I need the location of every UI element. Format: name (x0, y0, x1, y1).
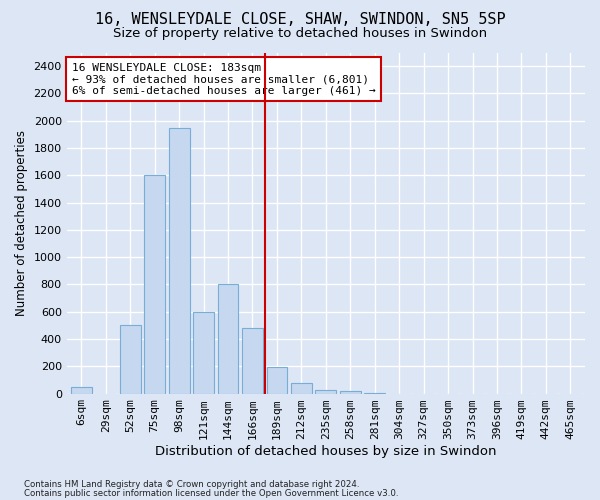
Bar (291, 382, 312, 394)
Text: 16, WENSLEYDALE CLOSE, SHAW, SWINDON, SN5 5SP: 16, WENSLEYDALE CLOSE, SHAW, SWINDON, SN… (95, 12, 505, 28)
Bar (340, 391, 361, 394)
Bar (71, 387, 92, 394)
Bar (364, 393, 385, 394)
Text: Contains public sector information licensed under the Open Government Licence v3: Contains public sector information licen… (24, 489, 398, 498)
X-axis label: Distribution of detached houses by size in Swindon: Distribution of detached houses by size … (155, 444, 497, 458)
Text: 16 WENSLEYDALE CLOSE: 183sqm
← 93% of detached houses are smaller (6,801)
6% of : 16 WENSLEYDALE CLOSE: 183sqm ← 93% of de… (72, 62, 376, 96)
Bar (120, 326, 140, 394)
Bar (266, 367, 287, 394)
Bar (193, 312, 214, 394)
Bar (218, 284, 238, 394)
Y-axis label: Number of detached properties: Number of detached properties (15, 130, 28, 316)
Bar (242, 328, 263, 394)
Bar (316, 390, 336, 394)
Text: Contains HM Land Registry data © Crown copyright and database right 2024.: Contains HM Land Registry data © Crown c… (24, 480, 359, 489)
Bar (144, 176, 165, 394)
Bar (169, 128, 190, 394)
Text: Size of property relative to detached houses in Swindon: Size of property relative to detached ho… (113, 28, 487, 40)
